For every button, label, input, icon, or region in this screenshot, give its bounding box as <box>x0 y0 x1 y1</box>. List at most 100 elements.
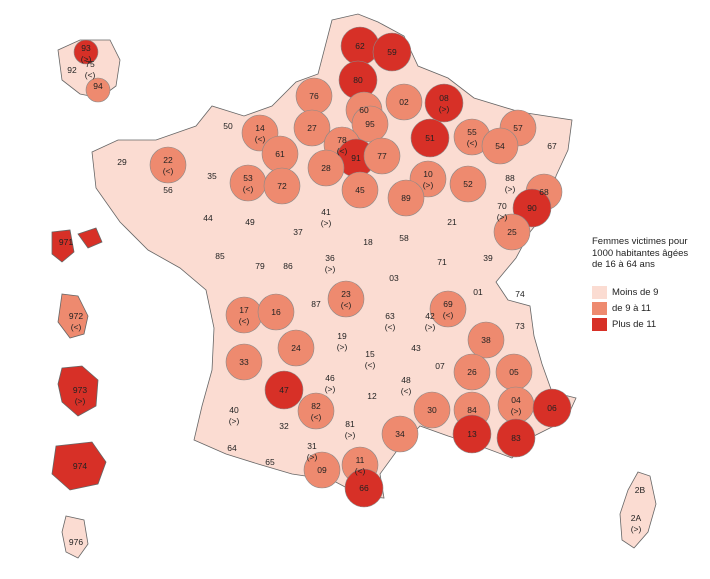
legend-swatch-high <box>592 317 607 331</box>
legend-label: Plus de 11 <box>612 318 657 330</box>
department-label-65: 65 <box>265 457 275 467</box>
department-label-17: 17 <box>239 305 249 315</box>
department-note-23: (<) <box>341 300 352 310</box>
department-label-48: 48 <box>401 375 411 385</box>
department-label-37: 37 <box>293 227 303 237</box>
department-note-36: (>) <box>325 264 336 274</box>
department-label-54: 54 <box>495 141 505 151</box>
department-label-94: 94 <box>93 81 103 91</box>
department-label-38: 38 <box>481 335 491 345</box>
legend-label: de 9 à 11 <box>612 302 651 314</box>
department-note-88: (>) <box>505 184 516 194</box>
department-02 <box>385 83 423 121</box>
department-95 <box>351 105 389 143</box>
department-note-40: (>) <box>229 416 240 426</box>
overseas-974 <box>51 441 107 491</box>
department-label-15: 15 <box>365 349 375 359</box>
department-label-63: 63 <box>385 311 395 321</box>
department-24 <box>277 329 315 367</box>
overseas-971 <box>51 227 103 263</box>
department-label-41: 41 <box>321 207 331 217</box>
department-note-31: (>) <box>307 452 318 462</box>
department-22 <box>149 146 187 184</box>
department-33 <box>225 343 263 381</box>
department-label-58: 58 <box>399 233 409 243</box>
overseas-976 <box>61 515 89 559</box>
department-note-2A: (>) <box>631 524 642 534</box>
department-label-2B: 2B <box>635 485 646 495</box>
department-51 <box>410 118 450 158</box>
department-94 <box>85 77 111 103</box>
department-label-60: 60 <box>359 105 369 115</box>
department-label-08: 08 <box>439 93 449 103</box>
department-label-32: 32 <box>279 421 289 431</box>
department-label-59: 59 <box>387 47 397 57</box>
department-label-12: 12 <box>367 391 377 401</box>
department-label-46: 46 <box>325 373 335 383</box>
department-note-972: (<) <box>71 322 82 332</box>
department-note-973: (>) <box>75 396 86 406</box>
department-label-72: 72 <box>277 181 287 191</box>
department-note-08: (>) <box>439 104 450 114</box>
department-label-14: 14 <box>255 123 265 133</box>
department-label-33: 33 <box>239 357 249 367</box>
department-label-90: 90 <box>527 203 537 213</box>
department-label-29: 29 <box>117 157 127 167</box>
legend-swatch-low <box>592 285 607 299</box>
department-69 <box>429 290 467 328</box>
department-label-42: 42 <box>425 311 435 321</box>
department-note-55: (<) <box>467 138 478 148</box>
department-label-34: 34 <box>395 429 405 439</box>
department-label-26: 26 <box>467 367 477 377</box>
department-23 <box>327 280 365 318</box>
department-label-28: 28 <box>321 163 331 173</box>
department-label-66: 66 <box>359 483 369 493</box>
department-28 <box>307 149 345 187</box>
department-note-04: (>) <box>511 406 522 416</box>
department-72 <box>263 167 301 205</box>
department-label-25: 25 <box>507 227 517 237</box>
department-label-02: 02 <box>399 97 409 107</box>
department-label-16: 16 <box>271 307 281 317</box>
department-label-09: 09 <box>317 465 327 475</box>
department-label-10: 10 <box>423 169 433 179</box>
department-label-89: 89 <box>401 193 411 203</box>
department-note-63: (<) <box>385 322 396 332</box>
department-note-48: (<) <box>401 386 412 396</box>
department-label-39: 39 <box>483 253 493 263</box>
department-label-78: 78 <box>337 135 347 145</box>
department-label-31: 31 <box>307 441 317 451</box>
department-label-64: 64 <box>227 443 237 453</box>
department-note-82: (<) <box>311 412 322 422</box>
department-note-19: (>) <box>337 342 348 352</box>
department-09 <box>303 451 341 489</box>
department-93 <box>73 39 99 65</box>
department-label-76: 76 <box>309 91 319 101</box>
department-27 <box>293 109 331 147</box>
department-label-68: 68 <box>539 187 549 197</box>
department-label-18: 18 <box>363 237 373 247</box>
department-label-93: 93 <box>81 43 91 53</box>
department-label-70: 70 <box>497 201 507 211</box>
department-label-75: 75 <box>85 59 95 69</box>
department-label-24: 24 <box>291 343 301 353</box>
department-06 <box>532 388 572 428</box>
legend-item-low: Moins de 9 <box>592 285 704 300</box>
department-label-81: 81 <box>345 419 355 429</box>
department-label-22: 22 <box>163 155 173 165</box>
department-note-70: (>) <box>497 212 508 222</box>
department-label-2A: 2A <box>631 513 642 523</box>
department-note-17: (<) <box>239 316 250 326</box>
department-label-974: 974 <box>73 461 87 471</box>
department-label-50: 50 <box>223 121 233 131</box>
department-label-62: 62 <box>355 41 365 51</box>
department-30 <box>413 391 451 429</box>
department-54 <box>481 127 519 165</box>
department-label-91: 91 <box>351 153 361 163</box>
department-label-04: 04 <box>511 395 521 405</box>
department-label-55: 55 <box>467 127 477 137</box>
department-label-77: 77 <box>377 151 387 161</box>
department-label-976: 976 <box>69 537 83 547</box>
department-note-42: (>) <box>425 322 436 332</box>
department-label-972: 972 <box>69 311 83 321</box>
